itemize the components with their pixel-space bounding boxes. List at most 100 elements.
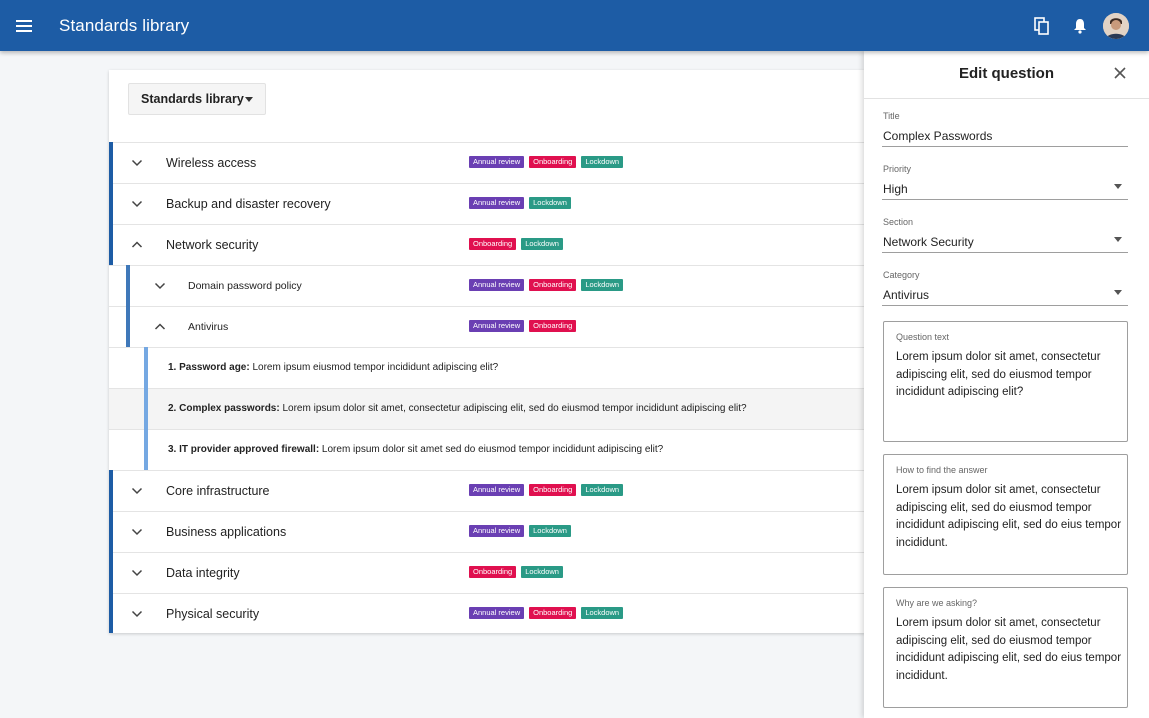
tag-lockdown: Lockdown	[529, 197, 571, 209]
tag-annual-review: Annual review	[469, 484, 525, 496]
tag-group: Onboarding Lockdown	[469, 566, 563, 578]
copy-button[interactable]	[1023, 7, 1061, 45]
chevron-down-icon[interactable]	[131, 485, 143, 497]
row-accent-bar	[109, 552, 113, 593]
question-label: 1. Password age: Lorem ipsum eiusmod tem…	[168, 362, 498, 373]
section-label: Business applications	[166, 525, 287, 539]
how-to-find-label: How to find the answer	[896, 465, 988, 475]
chevron-up-icon[interactable]	[154, 321, 166, 333]
section-row-network-security[interactable]: Network security Onboarding Lockdown	[109, 224, 865, 265]
section-select[interactable]: Section Network Security	[882, 217, 1128, 253]
row-accent-bar	[109, 511, 113, 552]
title-field[interactable]: Title Complex Passwords	[882, 111, 1128, 147]
section-label: Network security	[166, 238, 259, 252]
priority-value: High	[883, 182, 908, 196]
caret-down-icon	[1114, 237, 1122, 242]
panel-title: Edit question	[959, 65, 1054, 82]
question-text: Lorem ipsum eiusmod tempor incididunt ad…	[249, 362, 499, 373]
tag-group: Annual review Onboarding Lockdown	[469, 279, 624, 291]
section-row-physical-security[interactable]: Physical security Annual review Onboardi…	[109, 593, 865, 633]
tag-group: Annual review Lockdown	[469, 525, 571, 537]
chevron-down-icon[interactable]	[131, 526, 143, 538]
tag-annual-review: Annual review	[469, 197, 525, 209]
why-asking-value[interactable]: Lorem ipsum dolor sit amet, consectetur …	[896, 617, 1122, 683]
tag-lockdown: Lockdown	[529, 525, 571, 537]
chevron-down-icon[interactable]	[131, 157, 143, 169]
tag-group: Annual review Onboarding Lockdown	[469, 484, 624, 496]
close-icon[interactable]	[1113, 66, 1127, 80]
subsection-row-antivirus[interactable]: Antivirus Annual review Onboarding	[109, 306, 865, 347]
question-row-firewall[interactable]: 3. IT provider approved firewall: Lorem …	[109, 429, 865, 470]
tag-group: Onboarding Lockdown	[469, 238, 563, 250]
tag-lockdown: Lockdown	[581, 607, 624, 619]
chevron-down-icon[interactable]	[131, 567, 143, 579]
tag-onboarding: Onboarding	[529, 484, 577, 496]
tag-onboarding: Onboarding	[469, 238, 517, 250]
question-text-area[interactable]: Question text Lorem ipsum dolor sit amet…	[883, 321, 1128, 442]
chevron-down-icon[interactable]	[131, 198, 143, 210]
edit-question-panel: Edit question Title Complex Passwords Pr…	[864, 51, 1149, 718]
why-asking-area[interactable]: Why are we asking? Lorem ipsum dolor sit…	[883, 587, 1128, 708]
section-list: Wireless access Annual review Onboarding…	[109, 142, 865, 633]
question-label: 2. Complex passwords: Lorem ipsum dolor …	[168, 403, 747, 414]
priority-select[interactable]: Priority High	[882, 164, 1128, 200]
chevron-down-icon[interactable]	[154, 280, 166, 292]
tag-annual-review: Annual review	[469, 320, 525, 332]
bell-icon	[1074, 18, 1086, 34]
tag-group: Annual review Lockdown	[469, 197, 571, 209]
question-text-label: Question text	[896, 332, 950, 342]
tag-onboarding: Onboarding	[469, 566, 517, 578]
section-row-core-infrastructure[interactable]: Core infrastructure Annual review Onboar…	[109, 470, 865, 511]
section-value: Network Security	[883, 235, 974, 249]
section-label: Data integrity	[166, 566, 240, 580]
row-accent-bar	[144, 347, 148, 388]
tag-onboarding: Onboarding	[529, 320, 577, 332]
tag-annual-review: Annual review	[469, 279, 525, 291]
row-accent-bar	[144, 388, 148, 429]
user-avatar[interactable]	[1103, 12, 1129, 39]
caret-down-icon	[245, 97, 253, 102]
menu-button[interactable]	[0, 0, 48, 51]
subsection-label: Antivirus	[188, 321, 229, 333]
section-label: Core infrastructure	[166, 484, 270, 498]
question-text: Lorem ipsum dolor sit amet, consectetur …	[279, 403, 747, 414]
section-row-backup[interactable]: Backup and disaster recovery Annual revi…	[109, 183, 865, 224]
title-field-value[interactable]: Complex Passwords	[883, 129, 993, 143]
category-label: Category	[883, 270, 920, 280]
chevron-down-icon[interactable]	[131, 608, 143, 620]
section-row-business-applications[interactable]: Business applications Annual review Lock…	[109, 511, 865, 552]
question-text-value[interactable]: Lorem ipsum dolor sit amet, consectetur …	[896, 351, 1101, 399]
how-to-find-area[interactable]: How to find the answer Lorem ipsum dolor…	[883, 454, 1128, 575]
question-row-password-age[interactable]: 1. Password age: Lorem ipsum eiusmod tem…	[109, 347, 865, 388]
row-accent-bar	[109, 470, 113, 511]
notifications-button[interactable]	[1061, 7, 1099, 45]
tag-onboarding: Onboarding	[529, 156, 577, 168]
tag-annual-review: Annual review	[469, 607, 525, 619]
section-row-data-integrity[interactable]: Data integrity Onboarding Lockdown	[109, 552, 865, 593]
library-select[interactable]: Standards library	[128, 83, 266, 115]
section-row-wireless-access[interactable]: Wireless access Annual review Onboarding…	[109, 142, 865, 183]
subsection-label: Domain password policy	[188, 280, 302, 292]
caret-down-icon	[1114, 184, 1122, 189]
copy-icon	[1034, 16, 1049, 35]
question-label: 3. IT provider approved firewall: Lorem …	[168, 444, 663, 455]
category-select[interactable]: Category Antivirus	[882, 270, 1128, 306]
how-to-find-value[interactable]: Lorem ipsum dolor sit amet, consectetur …	[896, 484, 1122, 550]
question-text: Lorem ipsum dolor sit amet sed do eiusmo…	[319, 444, 664, 455]
row-accent-bar	[126, 265, 130, 306]
row-accent-bar	[109, 224, 113, 265]
chevron-up-icon[interactable]	[131, 239, 143, 251]
app-title: Standards library	[59, 15, 190, 35]
row-accent-bar	[109, 593, 113, 633]
priority-label: Priority	[883, 164, 912, 174]
tag-onboarding: Onboarding	[529, 279, 577, 291]
tag-lockdown: Lockdown	[581, 484, 624, 496]
panel-header: Edit question	[864, 51, 1149, 99]
tag-lockdown: Lockdown	[581, 279, 624, 291]
top-app-bar: Standards library	[0, 0, 1149, 51]
standards-card: Standards library Wireless access Annual…	[109, 70, 865, 633]
question-title: 2. Complex passwords:	[168, 403, 280, 414]
tag-group: Annual review Onboarding Lockdown	[469, 607, 624, 619]
subsection-row-domain-password-policy[interactable]: Domain password policy Annual review Onb…	[109, 265, 865, 306]
question-row-complex-passwords[interactable]: 2. Complex passwords: Lorem ipsum dolor …	[109, 388, 865, 429]
